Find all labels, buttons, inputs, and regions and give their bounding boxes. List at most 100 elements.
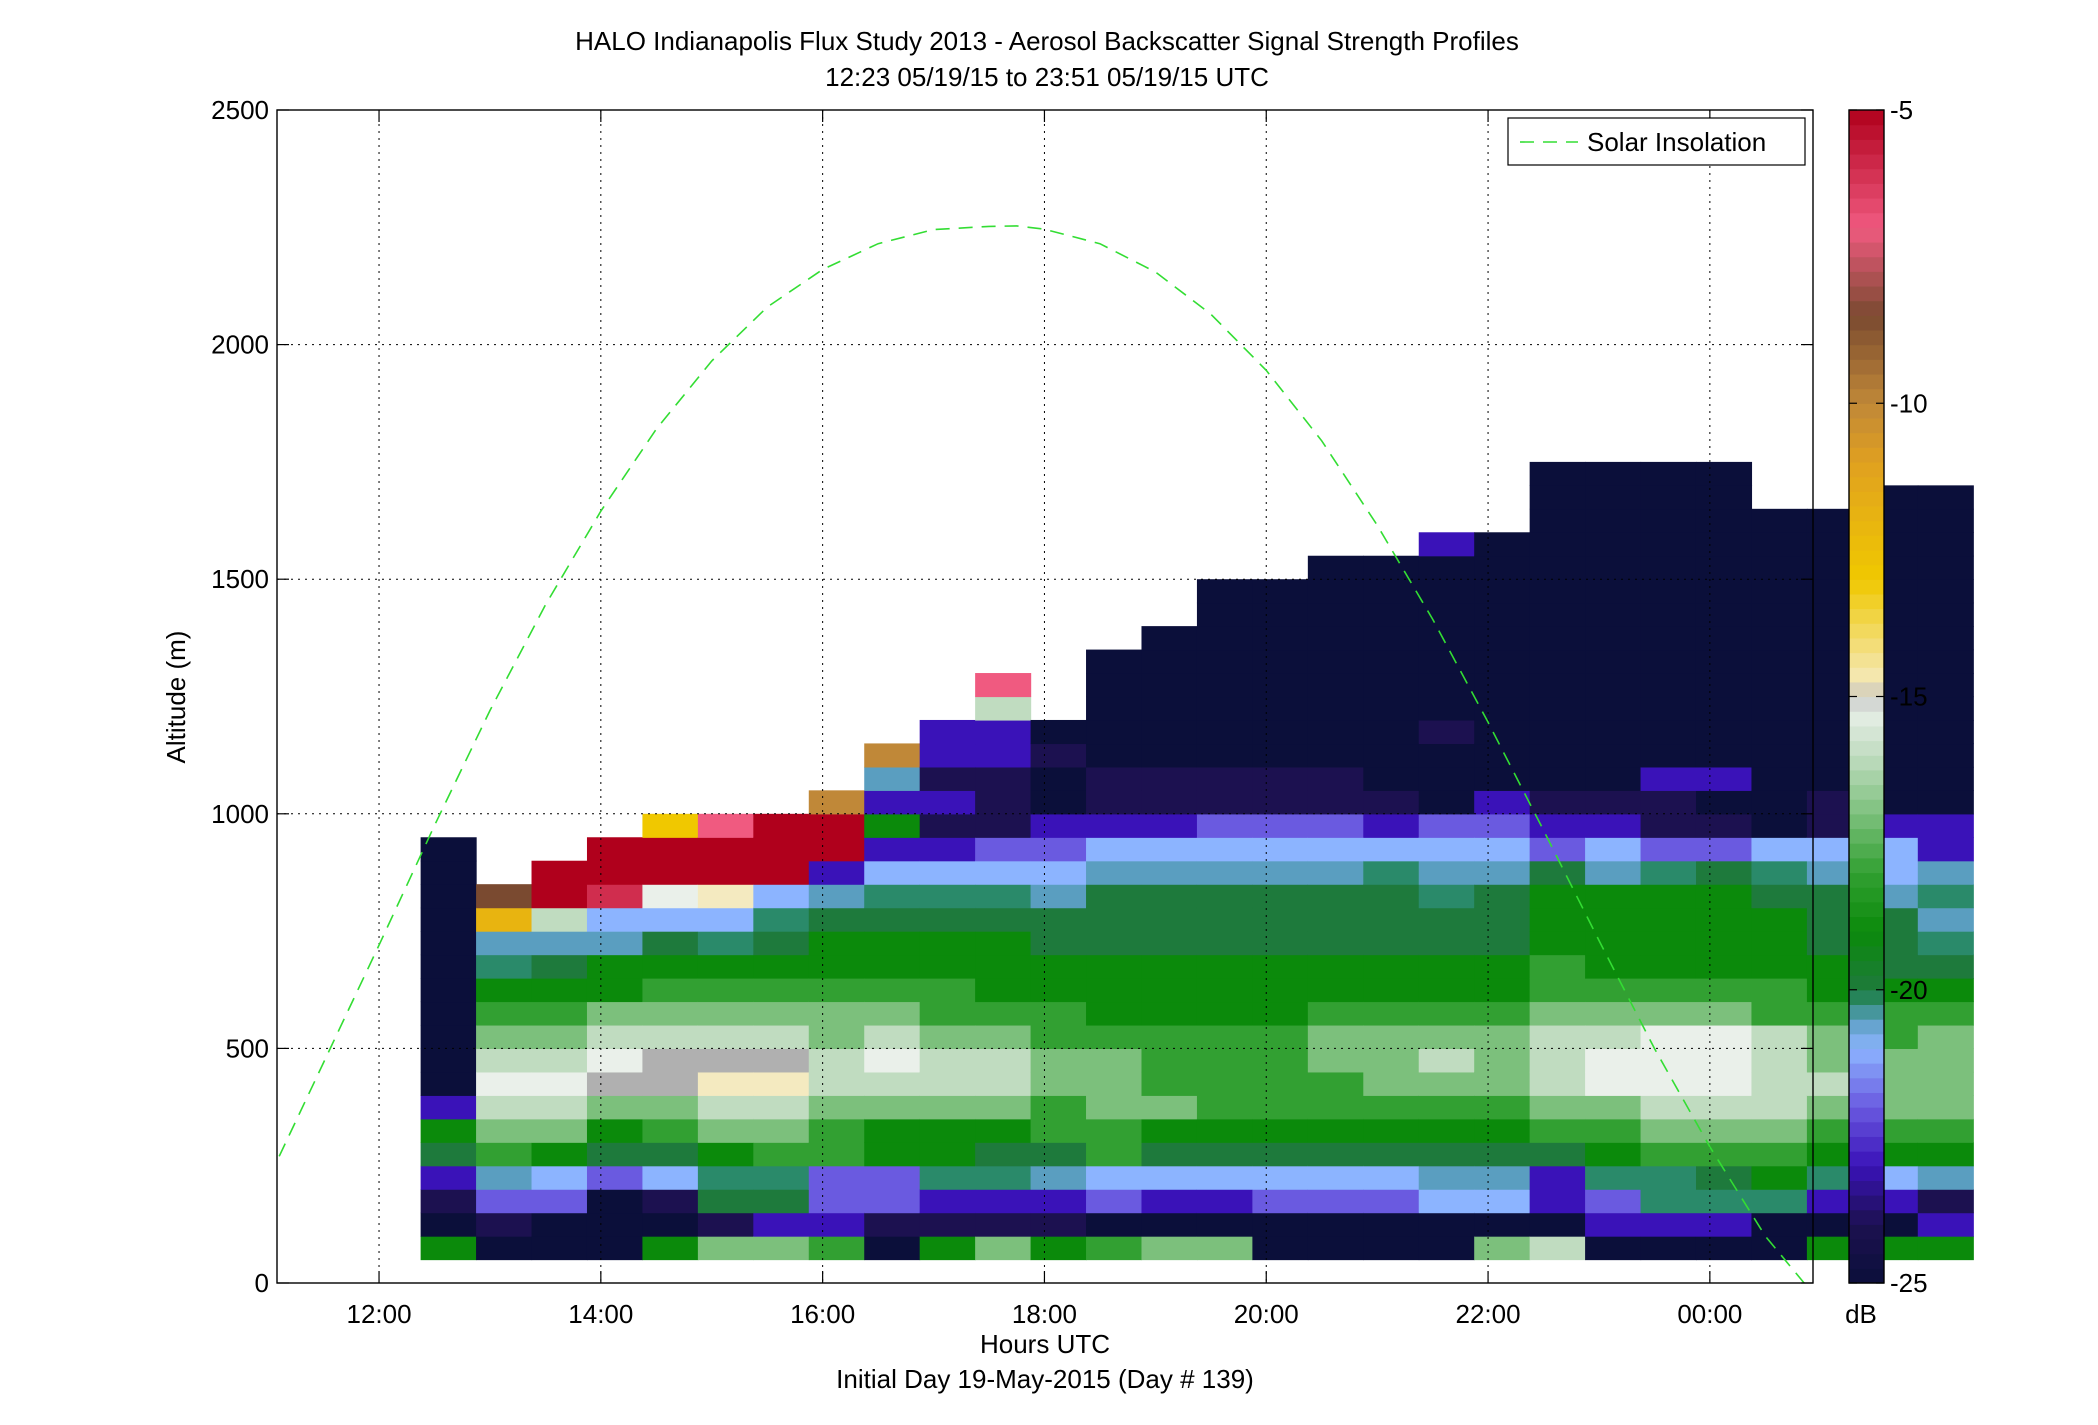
heatmap-cell <box>1474 1071 1531 1096</box>
heatmap-cell <box>1917 696 1974 721</box>
colorbar-segment <box>1849 183 1884 199</box>
heatmap-cell <box>975 884 1032 909</box>
heatmap-cell <box>1418 626 1475 651</box>
heatmap-cell <box>1086 696 1143 721</box>
heatmap-cell <box>1030 954 1087 979</box>
heatmap-cell <box>1751 907 1808 932</box>
colorbar-segment <box>1849 784 1884 800</box>
heatmap-cell <box>1695 766 1753 791</box>
heatmap-cell <box>1196 1071 1253 1096</box>
heatmap-cell <box>808 1142 865 1167</box>
heatmap-cell <box>1363 860 1420 885</box>
heatmap-cell <box>697 860 754 885</box>
heatmap-cell <box>531 1236 588 1261</box>
heatmap-cell <box>1086 1212 1143 1237</box>
heatmap-cell <box>642 1212 699 1237</box>
heatmap-cell <box>808 860 865 885</box>
heatmap-cell <box>1529 790 1586 815</box>
heatmap-cell <box>1751 931 1808 956</box>
heatmap-cell <box>642 1071 699 1096</box>
heatmap-cell <box>1695 719 1753 745</box>
heatmap-cell <box>975 719 1032 745</box>
heatmap-cell <box>1474 626 1531 651</box>
heatmap-cell <box>1418 1048 1475 1073</box>
heatmap-cell <box>753 1048 810 1073</box>
heatmap-cell <box>1695 1142 1753 1167</box>
heatmap-cell <box>975 790 1032 815</box>
heatmap-cell <box>975 1165 1032 1190</box>
heatmap-cell <box>753 1118 810 1143</box>
heatmap-cell <box>642 954 699 979</box>
heatmap-cell <box>1474 1212 1531 1237</box>
heatmap-cell <box>1196 907 1253 932</box>
heatmap-cell <box>1196 931 1253 956</box>
colorbar: -25 -20 -15 -10 -5 <box>1848 95 1928 1298</box>
heatmap-cell <box>1418 719 1475 745</box>
colorbar-segment <box>1849 696 1884 712</box>
heatmap-cell <box>1418 978 1475 1003</box>
heatmap-cell <box>1418 673 1475 698</box>
heatmap-cell <box>975 766 1032 791</box>
heatmap-cell <box>1529 626 1586 651</box>
heatmap-cell <box>697 978 754 1003</box>
heatmap-cell <box>864 978 921 1003</box>
heatmap-cell <box>476 1165 533 1190</box>
heatmap-cell <box>808 1236 865 1261</box>
heatmap-cell <box>1474 532 1531 557</box>
heatmap-cell <box>1529 1071 1586 1096</box>
heatmap-cell <box>1252 1142 1309 1167</box>
heatmap-cell <box>1474 743 1531 768</box>
heatmap-cell <box>1474 579 1531 604</box>
heatmap-cell <box>1751 649 1808 674</box>
colorbar-segment <box>1849 1268 1884 1284</box>
heatmap-cell <box>1363 743 1420 768</box>
heatmap-cell <box>420 1001 477 1026</box>
heatmap-cell <box>697 1001 754 1026</box>
heatmap-cell <box>476 1189 533 1214</box>
heatmap-cell <box>420 1212 477 1237</box>
solar-insolation-line <box>278 225 1805 1284</box>
heatmap-cell <box>476 1001 533 1026</box>
heatmap-cell <box>1917 1212 1974 1237</box>
heatmap-cell <box>1141 1024 1198 1049</box>
heatmap-cell <box>1418 696 1475 721</box>
colorbar-tick-label: -15 <box>1890 682 1928 712</box>
colorbar-segment <box>1849 711 1884 727</box>
colorbar-segment <box>1849 1048 1884 1064</box>
heatmap-cell <box>1030 1095 1087 1120</box>
heatmap-cell <box>864 1212 921 1237</box>
chart-subtitle: 12:23 05/19/15 to 23:51 05/19/15 UTC <box>825 62 1269 92</box>
heatmap-cell <box>1418 1142 1475 1167</box>
heatmap-cell <box>864 1001 921 1026</box>
heatmap-cell <box>753 837 810 862</box>
heatmap-cell <box>808 1118 865 1143</box>
colorbar-segment <box>1849 491 1884 507</box>
heatmap-cell <box>476 907 533 932</box>
heatmap-cell <box>1529 954 1586 979</box>
heatmap-cell <box>975 813 1032 838</box>
heatmap-cell <box>1917 532 1974 557</box>
heatmap-cell <box>697 954 754 979</box>
heatmap-cell <box>753 1071 810 1096</box>
heatmap-cell <box>1030 1212 1087 1237</box>
heatmap-cell <box>586 1071 644 1096</box>
heatmap-cell <box>1917 673 1974 698</box>
heatmap-cell <box>1252 813 1309 838</box>
heatmap-cell <box>753 1212 810 1237</box>
heatmap-cell <box>1307 1189 1364 1214</box>
heatmap-cell <box>919 790 976 815</box>
heatmap-cell <box>1141 1236 1198 1261</box>
heatmap-cell <box>586 907 644 932</box>
heatmap-cell <box>586 931 644 956</box>
heatmap-cell <box>1474 696 1531 721</box>
heatmap-cell <box>1529 555 1586 580</box>
heatmap-cell <box>753 1142 810 1167</box>
heatmap-cell <box>476 1071 533 1096</box>
heatmap-cell <box>420 1048 477 1073</box>
heatmap-cell <box>919 1071 976 1096</box>
heatmap-cell <box>975 1071 1032 1096</box>
heatmap-cell <box>1529 1024 1586 1049</box>
heatmap-cell <box>1751 766 1808 791</box>
heatmap-cell <box>1196 1212 1253 1237</box>
heatmap-cell <box>1640 555 1697 580</box>
